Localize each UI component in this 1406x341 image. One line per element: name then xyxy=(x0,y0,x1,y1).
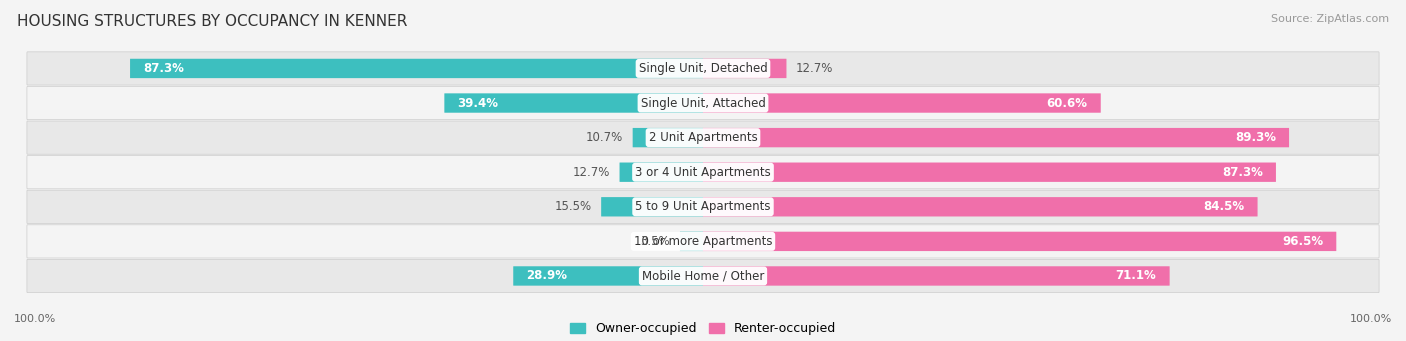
Text: Single Unit, Attached: Single Unit, Attached xyxy=(641,97,765,109)
FancyBboxPatch shape xyxy=(703,93,1101,113)
Text: 96.5%: 96.5% xyxy=(1282,235,1323,248)
Text: 2 Unit Apartments: 2 Unit Apartments xyxy=(648,131,758,144)
FancyBboxPatch shape xyxy=(703,59,786,78)
FancyBboxPatch shape xyxy=(27,190,1379,223)
Text: 12.7%: 12.7% xyxy=(572,166,610,179)
FancyBboxPatch shape xyxy=(27,86,1379,120)
FancyBboxPatch shape xyxy=(27,121,1379,154)
FancyBboxPatch shape xyxy=(703,163,1275,182)
FancyBboxPatch shape xyxy=(27,52,1379,85)
Text: 12.7%: 12.7% xyxy=(796,62,834,75)
Text: 100.0%: 100.0% xyxy=(1350,314,1392,324)
Text: Single Unit, Detached: Single Unit, Detached xyxy=(638,62,768,75)
Text: 87.3%: 87.3% xyxy=(143,62,184,75)
Text: 71.1%: 71.1% xyxy=(1115,269,1156,282)
FancyBboxPatch shape xyxy=(444,93,703,113)
FancyBboxPatch shape xyxy=(703,197,1257,217)
Text: 5 to 9 Unit Apartments: 5 to 9 Unit Apartments xyxy=(636,200,770,213)
Legend: Owner-occupied, Renter-occupied: Owner-occupied, Renter-occupied xyxy=(565,317,841,340)
Text: Source: ZipAtlas.com: Source: ZipAtlas.com xyxy=(1271,14,1389,24)
FancyBboxPatch shape xyxy=(633,128,703,147)
Text: 3 or 4 Unit Apartments: 3 or 4 Unit Apartments xyxy=(636,166,770,179)
Text: 87.3%: 87.3% xyxy=(1222,166,1263,179)
Text: 10 or more Apartments: 10 or more Apartments xyxy=(634,235,772,248)
Text: Mobile Home / Other: Mobile Home / Other xyxy=(641,269,765,282)
FancyBboxPatch shape xyxy=(131,59,703,78)
FancyBboxPatch shape xyxy=(27,225,1379,258)
FancyBboxPatch shape xyxy=(513,266,703,286)
Text: 84.5%: 84.5% xyxy=(1204,200,1244,213)
Text: 3.5%: 3.5% xyxy=(641,235,671,248)
Text: 89.3%: 89.3% xyxy=(1234,131,1275,144)
FancyBboxPatch shape xyxy=(27,260,1379,293)
Text: 100.0%: 100.0% xyxy=(14,314,56,324)
Text: 60.6%: 60.6% xyxy=(1046,97,1087,109)
Text: 15.5%: 15.5% xyxy=(554,200,592,213)
FancyBboxPatch shape xyxy=(602,197,703,217)
Text: 39.4%: 39.4% xyxy=(457,97,499,109)
FancyBboxPatch shape xyxy=(703,232,1336,251)
FancyBboxPatch shape xyxy=(620,163,703,182)
Text: HOUSING STRUCTURES BY OCCUPANCY IN KENNER: HOUSING STRUCTURES BY OCCUPANCY IN KENNE… xyxy=(17,14,408,29)
FancyBboxPatch shape xyxy=(27,155,1379,189)
FancyBboxPatch shape xyxy=(703,128,1289,147)
FancyBboxPatch shape xyxy=(681,232,703,251)
Text: 10.7%: 10.7% xyxy=(586,131,623,144)
Text: 28.9%: 28.9% xyxy=(526,269,568,282)
FancyBboxPatch shape xyxy=(703,266,1170,286)
